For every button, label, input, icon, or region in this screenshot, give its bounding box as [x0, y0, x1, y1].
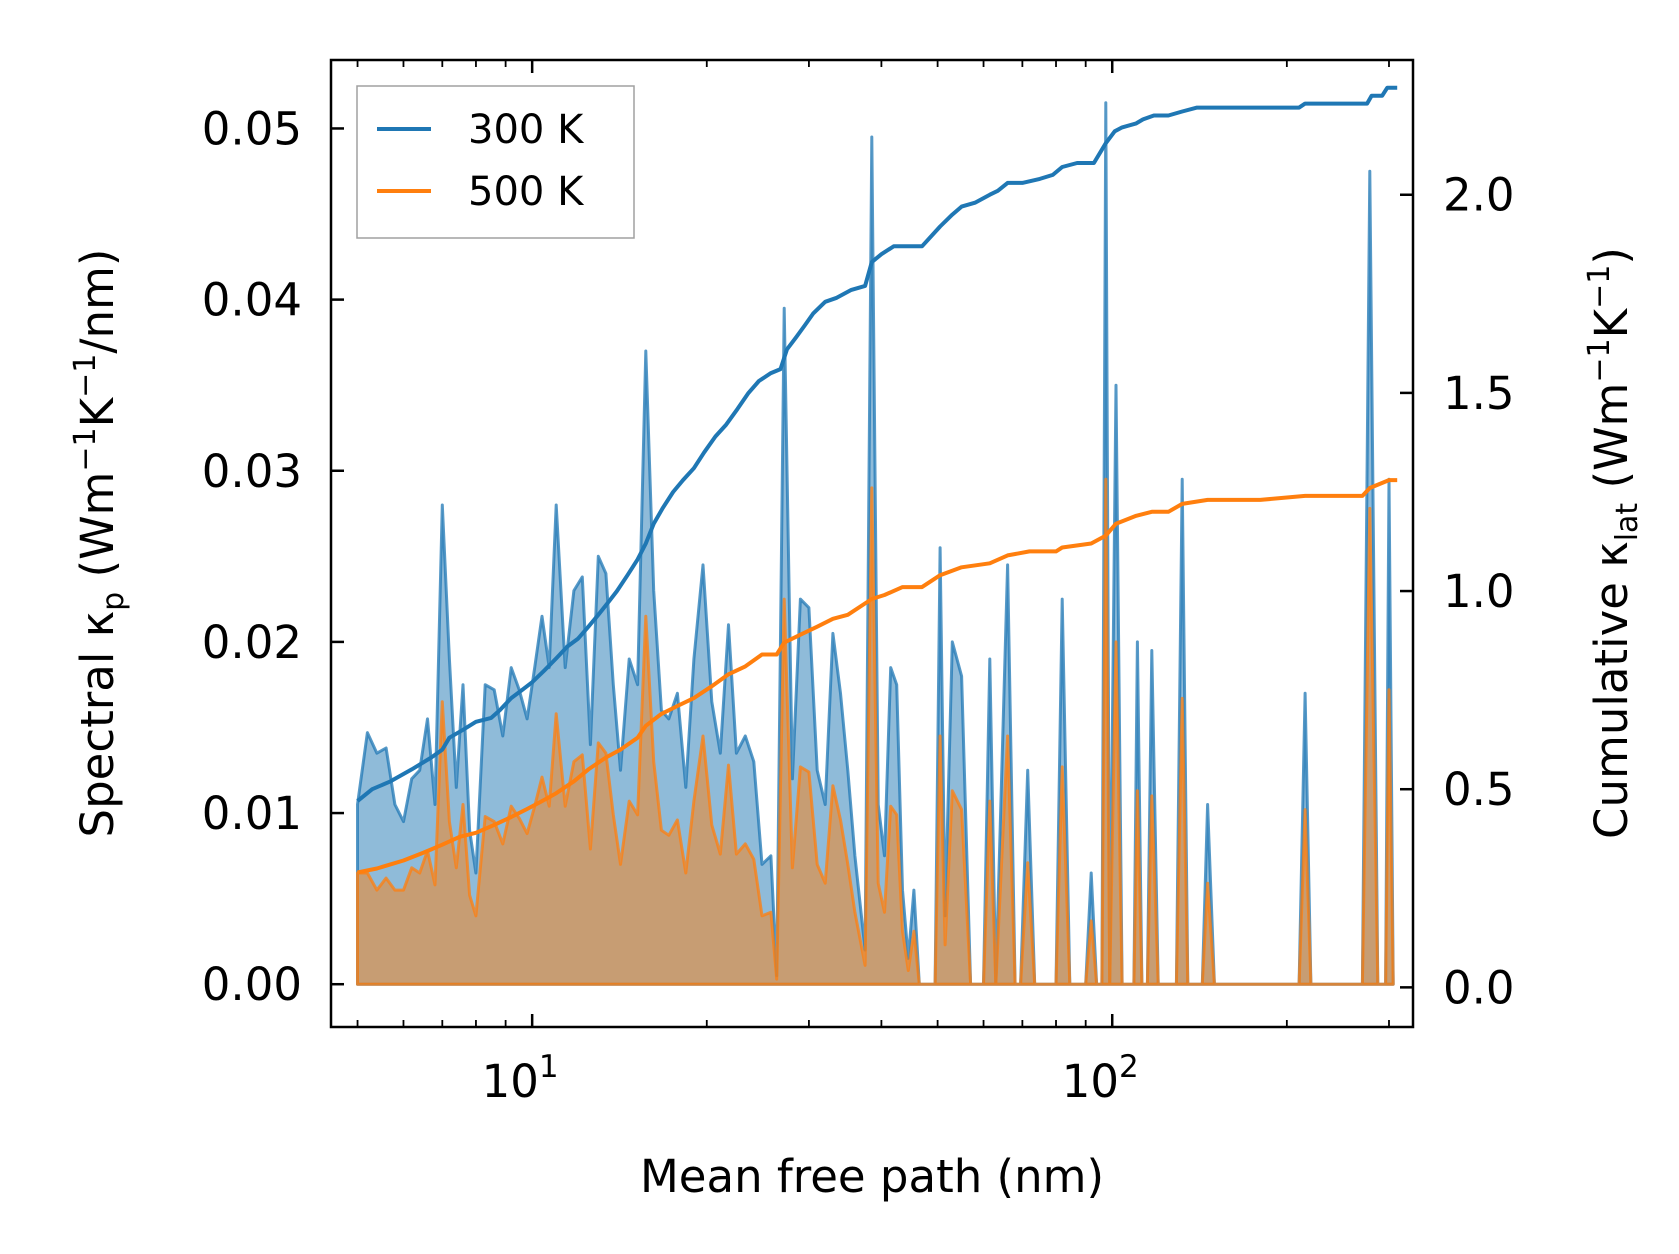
- right-y-title-unit-c: ): [1585, 247, 1638, 265]
- right-y-title-unit-b: K: [1585, 307, 1638, 338]
- left-y-title-main: Spectral κ: [71, 611, 124, 838]
- left-y-tick-label: 0.02: [202, 616, 302, 669]
- right-y-title-main: Cumulative κ: [1585, 541, 1638, 839]
- right-y-tick-label: 0.0: [1443, 961, 1515, 1014]
- right-y-tick-label: 1.0: [1443, 565, 1515, 618]
- legend-label-500k: 500 K: [468, 169, 585, 215]
- legend-label-300k: 300 K: [468, 107, 585, 153]
- x-axis-title: Mean free path (nm): [640, 1150, 1104, 1203]
- right-y-title-unit-a: (Wm: [1585, 383, 1638, 503]
- x-tick-label-exponent: 2: [1119, 1049, 1139, 1085]
- right-y-title-exp-b: −1: [1582, 265, 1617, 309]
- ticks-group: 101 1020.000.010.020.030.040.050.00.51.01…: [202, 60, 1515, 1108]
- left-y-tick-label: 0.00: [202, 958, 302, 1011]
- right-y-tick-label: 0.5: [1443, 763, 1515, 816]
- x-tick-label: 102: [1062, 1049, 1139, 1108]
- cumulative-line-300k: [356, 85, 1398, 803]
- right-y-title-sub: lat: [1610, 503, 1645, 542]
- x-tick-label-base: 10: [482, 1055, 539, 1108]
- cumulative-line-500k: [357, 478, 1398, 875]
- left-y-title-exp-b: −1: [68, 354, 103, 398]
- legend-box: [356, 85, 635, 239]
- left-y-title-unit-b: K: [71, 396, 124, 427]
- left-y-title-exp-a: −1: [68, 427, 103, 471]
- left-y-title-unit-a: (Wm: [71, 472, 124, 592]
- left-y-title-unit-c: /nm): [71, 249, 124, 354]
- plot-series-group: [356, 85, 1398, 986]
- right-y-tick-label: 2.0: [1443, 169, 1515, 222]
- left-y-tick-label: 0.03: [202, 445, 302, 498]
- right-y-title-exp-a: −1: [1582, 338, 1617, 382]
- left-y-axis-title: Spectral κp (Wm−1K−1/nm): [68, 249, 131, 838]
- spectral-line-300k: [356, 101, 1395, 986]
- left-y-tick-label: 0.05: [202, 102, 302, 155]
- plot-frame: [329, 58, 1415, 1029]
- legend: 300 K 500 K: [356, 85, 635, 239]
- x-tick-label-exponent: 1: [539, 1049, 559, 1085]
- spectral-line-500k: [356, 477, 1395, 986]
- right-y-tick-label: 1.5: [1443, 367, 1515, 420]
- x-tick-label: 101: [482, 1049, 559, 1108]
- x-tick-label-base: 10: [1062, 1055, 1119, 1108]
- left-y-tick-label: 0.04: [202, 274, 302, 327]
- left-y-title-sub: p: [96, 592, 131, 611]
- left-y-tick-label: 0.01: [202, 787, 302, 840]
- right-y-axis-title: Cumulative κlat (Wm−1K−1): [1582, 247, 1645, 839]
